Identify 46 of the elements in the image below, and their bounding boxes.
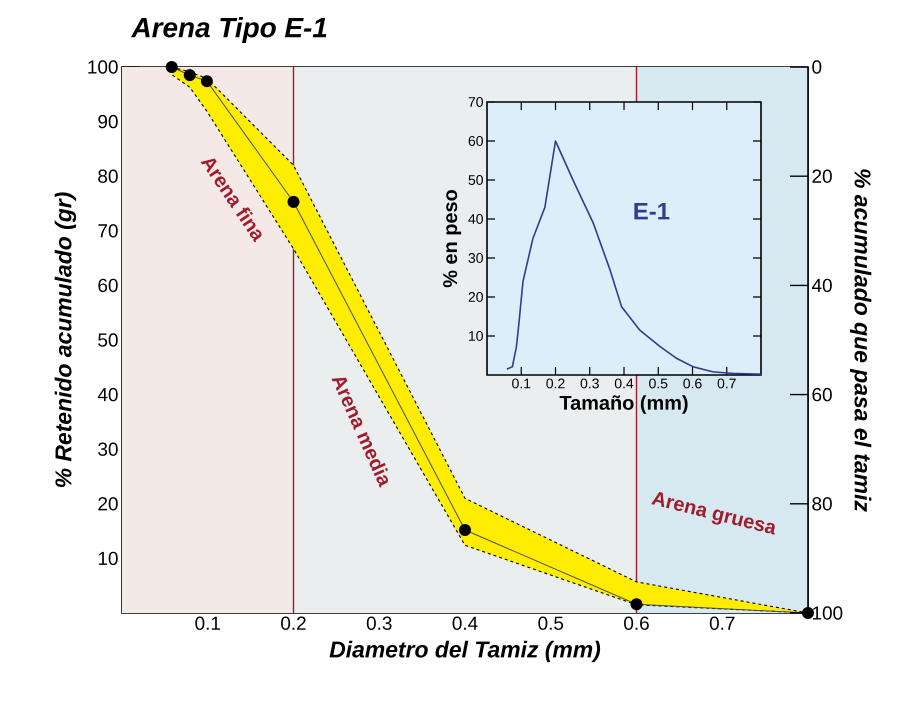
- y-tick-label: 50: [468, 175, 483, 185]
- y2-axis-title: % acumulado que pasa el tamiz: [850, 169, 872, 512]
- x-tick-label: 0.6: [683, 378, 702, 388]
- x-tick-label: 0.7: [710, 616, 734, 630]
- y-tick-label: 20: [468, 292, 483, 302]
- x-tick-label: 0.2: [546, 378, 565, 388]
- y-tick-label: 70: [468, 97, 483, 107]
- x-tick-label: 0.6: [624, 616, 649, 630]
- band-label: Arena gruesa: [651, 492, 775, 535]
- y-axis-title: % Retenido acumulado (gr): [54, 192, 76, 488]
- y2-tick-label: 0: [812, 60, 822, 74]
- series-label: E-1: [634, 202, 670, 220]
- y-tick-label: 100: [88, 60, 118, 74]
- y-tick-label: 90: [98, 114, 118, 128]
- x-tick-label: 0.3: [366, 616, 392, 630]
- y-tick-label: 40: [468, 214, 483, 224]
- y2-tick-label: 60: [812, 388, 832, 402]
- x-tick-label: 0.2: [281, 616, 306, 630]
- x-tick-label: 0.3: [580, 378, 599, 388]
- x-tick-label: 0.7: [718, 378, 736, 388]
- x-tick-label: 0.4: [614, 378, 634, 388]
- y-tick-label: 60: [468, 136, 483, 146]
- y2-tick-label: 20: [812, 169, 832, 183]
- y2-tick-label: 100: [812, 606, 842, 620]
- x-tick-label: 0.5: [538, 616, 564, 630]
- y-tick-label: 80: [98, 169, 118, 183]
- y-tick-label: 50: [98, 333, 118, 347]
- x-tick-label: 0.4: [452, 616, 478, 630]
- y-axis-title: % en peso: [443, 190, 462, 288]
- x-tick-label: 0.5: [649, 378, 668, 388]
- x-tick-label: 0.1: [512, 378, 530, 388]
- y-tick-label: 30: [98, 442, 118, 456]
- x-axis-title: Diametro del Tamiz (mm): [330, 640, 600, 662]
- y-tick-label: 70: [98, 224, 118, 238]
- y2-tick-label: 80: [812, 497, 832, 511]
- y-tick-label: 60: [98, 278, 118, 292]
- x-tick-label: 0.1: [195, 616, 220, 630]
- y-tick-label: 30: [468, 253, 483, 263]
- y-tick-label: 20: [98, 497, 118, 511]
- y-tick-label: 10: [469, 331, 483, 341]
- y2-tick-label: 40: [812, 278, 832, 292]
- y-tick-label: 10: [98, 552, 118, 566]
- chart-title: Arena Tipo E-1: [130, 17, 326, 43]
- x-axis-title: Tamaño (mm): [560, 395, 688, 414]
- band-label: Arena media: [331, 378, 388, 488]
- y-tick-label: 40: [98, 388, 118, 402]
